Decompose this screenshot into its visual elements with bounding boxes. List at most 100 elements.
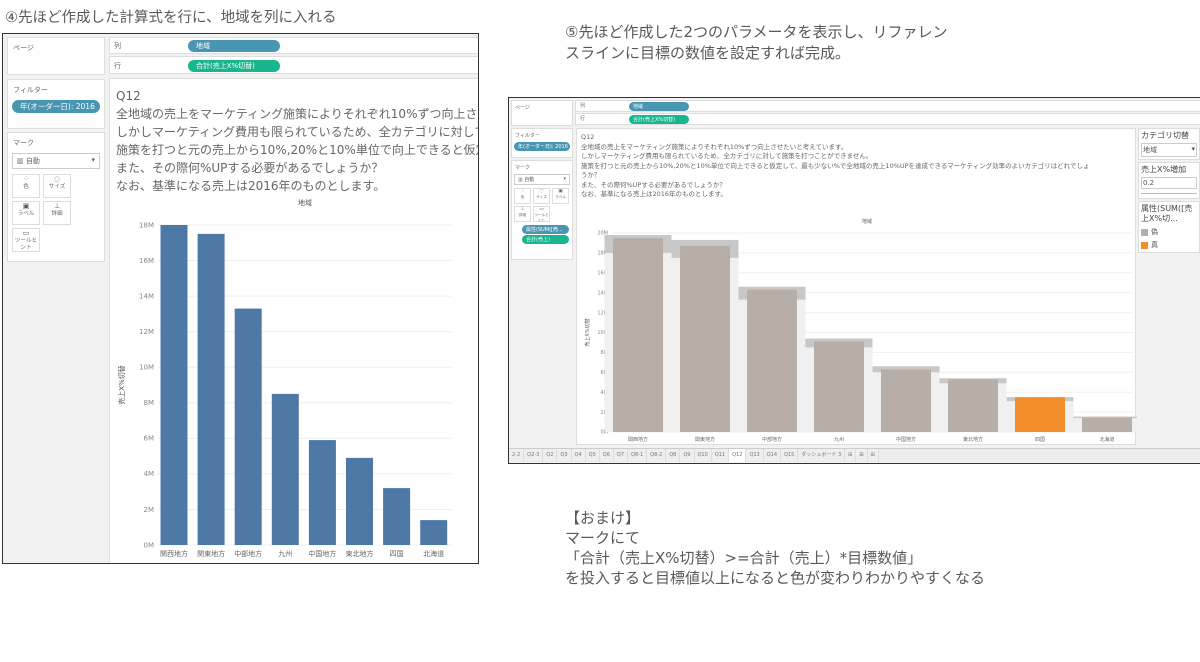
legend-title: 属性(SUM([売上X%切... (1141, 204, 1193, 223)
step5-caption-line2: スラインに目標の数値を設定すれば完成。 (565, 44, 851, 62)
sheet-tab[interactable]: Q13 (746, 449, 764, 462)
mark-type-dropdown[interactable]: ▥ 自動 ▾ (514, 174, 570, 185)
mark-button-icon: ▣ (22, 202, 30, 210)
mark-button-label: ツールヒント (14, 238, 38, 252)
y-tick-label: 6M (601, 370, 609, 376)
mark-button-icon: ⁘ (520, 189, 525, 194)
sheet-tab[interactable]: Q10 (695, 449, 712, 462)
columns-shelf[interactable]: 列 地域 (575, 100, 1200, 112)
param-increase-input[interactable]: 0.2 (1141, 177, 1197, 189)
question-line: なお、基準になる売上は2016年のものとします。 (581, 190, 727, 198)
filters-label: フィルター (515, 133, 540, 139)
bar[interactable] (308, 440, 336, 545)
question-line: なお、基準になる売上は2016年のものとします。 (116, 179, 386, 193)
bar[interactable] (420, 520, 448, 545)
mark-button[interactable]: ▣ ラベル (12, 201, 40, 225)
sheet-tab[interactable]: Q11 (712, 449, 730, 462)
mark-button-icon: ▣ (558, 189, 563, 194)
mark-pill-color[interactable]: 属性(SUM([売... (522, 225, 569, 234)
x-tick-label: 関東地方 (197, 549, 225, 558)
mark-button[interactable]: ⊥ 詳細 (514, 206, 531, 222)
chart-title: 地域 (298, 198, 312, 207)
mark-type-dropdown[interactable]: ▥ 自動 ▾ (12, 153, 100, 169)
sheet-tab[interactable]: Q2 (543, 449, 558, 462)
sheet-tab[interactable]: Q7 (614, 449, 629, 462)
rows-shelf[interactable]: 行 合計(売上X%切替) (109, 56, 478, 74)
pages-label: ページ (13, 44, 34, 52)
rows-label: 行 (580, 116, 586, 122)
bar[interactable] (1015, 397, 1065, 432)
mark-button[interactable]: ▭ ツールヒント (533, 206, 550, 222)
mark-button[interactable]: ⁘ 色 (514, 188, 531, 204)
columns-shelf[interactable]: 列 地域 (109, 37, 478, 54)
sheet-tab[interactable]: Q5 (586, 449, 600, 462)
sheet-tab[interactable]: Q9 (680, 449, 695, 462)
y-tick-label: 0M (601, 430, 609, 436)
mark-button[interactable]: ▭ ツールヒント (12, 228, 40, 252)
new-worksheet-icon[interactable]: ⊞ (845, 449, 857, 462)
mark-button-icon: ◌ (539, 189, 544, 194)
sheet-tab[interactable]: Q12 (729, 449, 747, 462)
marks-label: マーク (515, 165, 531, 171)
mark-button[interactable]: ⊥ 詳細 (43, 201, 71, 225)
marks-label: マーク (13, 139, 34, 147)
sheet-tab[interactable]: Q14 (764, 449, 782, 462)
y-tick-label: 2M (144, 506, 155, 514)
bar[interactable] (383, 488, 411, 545)
mark-button[interactable]: ▣ ラベル (552, 188, 569, 204)
param-category-dropdown[interactable]: 地域 ▾ (1141, 143, 1197, 157)
y-tick-label: 18M (139, 221, 154, 229)
mark-pill-detail[interactable]: 合計(売上) (522, 235, 569, 244)
y-axis-label: 売上X%切替 (584, 318, 591, 346)
sheet-tab[interactable]: Q4 (572, 449, 586, 462)
mark-button-label: 色 (520, 194, 525, 199)
question-line: 施策を打つと元の売上から10%,20%と10%単位で向上できると仮定して、最も少… (581, 161, 1090, 170)
filter-pill[interactable]: 年(オーダー日): 2016 (514, 142, 570, 151)
rows-pill[interactable]: 合計(売上X%切替) (629, 115, 689, 124)
bar[interactable] (271, 393, 299, 545)
x-tick-label: 中部地方 (762, 436, 782, 443)
param-category-label: カテゴリ切替 (1141, 131, 1189, 140)
columns-pill[interactable]: 地域 (629, 102, 689, 111)
new-dashboard-icon[interactable]: ⊞ (856, 449, 868, 462)
legend-item[interactable]: 真 (1141, 240, 1197, 250)
legend-swatch (1141, 241, 1148, 249)
legend-item[interactable]: 偽 (1141, 227, 1197, 237)
bar[interactable] (747, 289, 797, 432)
mark-button[interactable]: ⁘ 色 (12, 174, 40, 198)
mark-type-value: 自動 (524, 177, 535, 183)
bar[interactable] (881, 369, 931, 432)
question-line: うか？ (581, 171, 601, 179)
sheet-tab[interactable]: Q2-3 (524, 449, 544, 462)
y-tick-label: 10M (597, 330, 608, 336)
bar[interactable] (160, 225, 188, 545)
sheet-tab[interactable]: Q8-2 (647, 449, 667, 462)
bar[interactable] (234, 308, 262, 545)
sheet-tab[interactable]: Q6 (600, 449, 614, 462)
bar[interactable] (680, 245, 730, 432)
bar[interactable] (814, 341, 864, 432)
columns-pill[interactable]: 地域 (188, 40, 280, 52)
bonus-note: 【おまけ】 マークにて 「合計（売上X%切替）>=合計（売上）*目標数値」 を投… (565, 508, 985, 588)
sheet-tab[interactable]: 2-2 (509, 449, 525, 462)
sheet-tab[interactable]: Q15 (781, 449, 799, 462)
x-tick-label: 中部地方 (234, 549, 262, 558)
sheet-tab[interactable]: Q3 (557, 449, 572, 462)
bar[interactable] (613, 237, 663, 432)
sheet-tab[interactable]: ダッシュボード 3 (798, 449, 846, 462)
rows-shelf[interactable]: 行 合計(売上X%切替) (575, 113, 1200, 125)
mark-button-label: ラベル (555, 194, 566, 199)
bar[interactable] (346, 457, 373, 545)
sheet-tab[interactable]: Q8 (666, 449, 681, 462)
bar[interactable] (197, 233, 225, 545)
sheet-tab[interactable]: Q8-1 (628, 449, 648, 462)
param-increase-slider[interactable] (1141, 193, 1197, 194)
rows-pill[interactable]: 合計(売上X%切替) (188, 60, 280, 72)
bar[interactable] (948, 379, 998, 432)
filter-pill[interactable]: 年(オーダー日): 2016 (12, 100, 100, 113)
bar[interactable] (1082, 417, 1132, 432)
mark-button[interactable]: ◌ サイズ (43, 174, 71, 198)
new-story-icon[interactable]: ⊞ (868, 449, 879, 462)
mark-button[interactable]: ◌ サイズ (533, 188, 550, 204)
